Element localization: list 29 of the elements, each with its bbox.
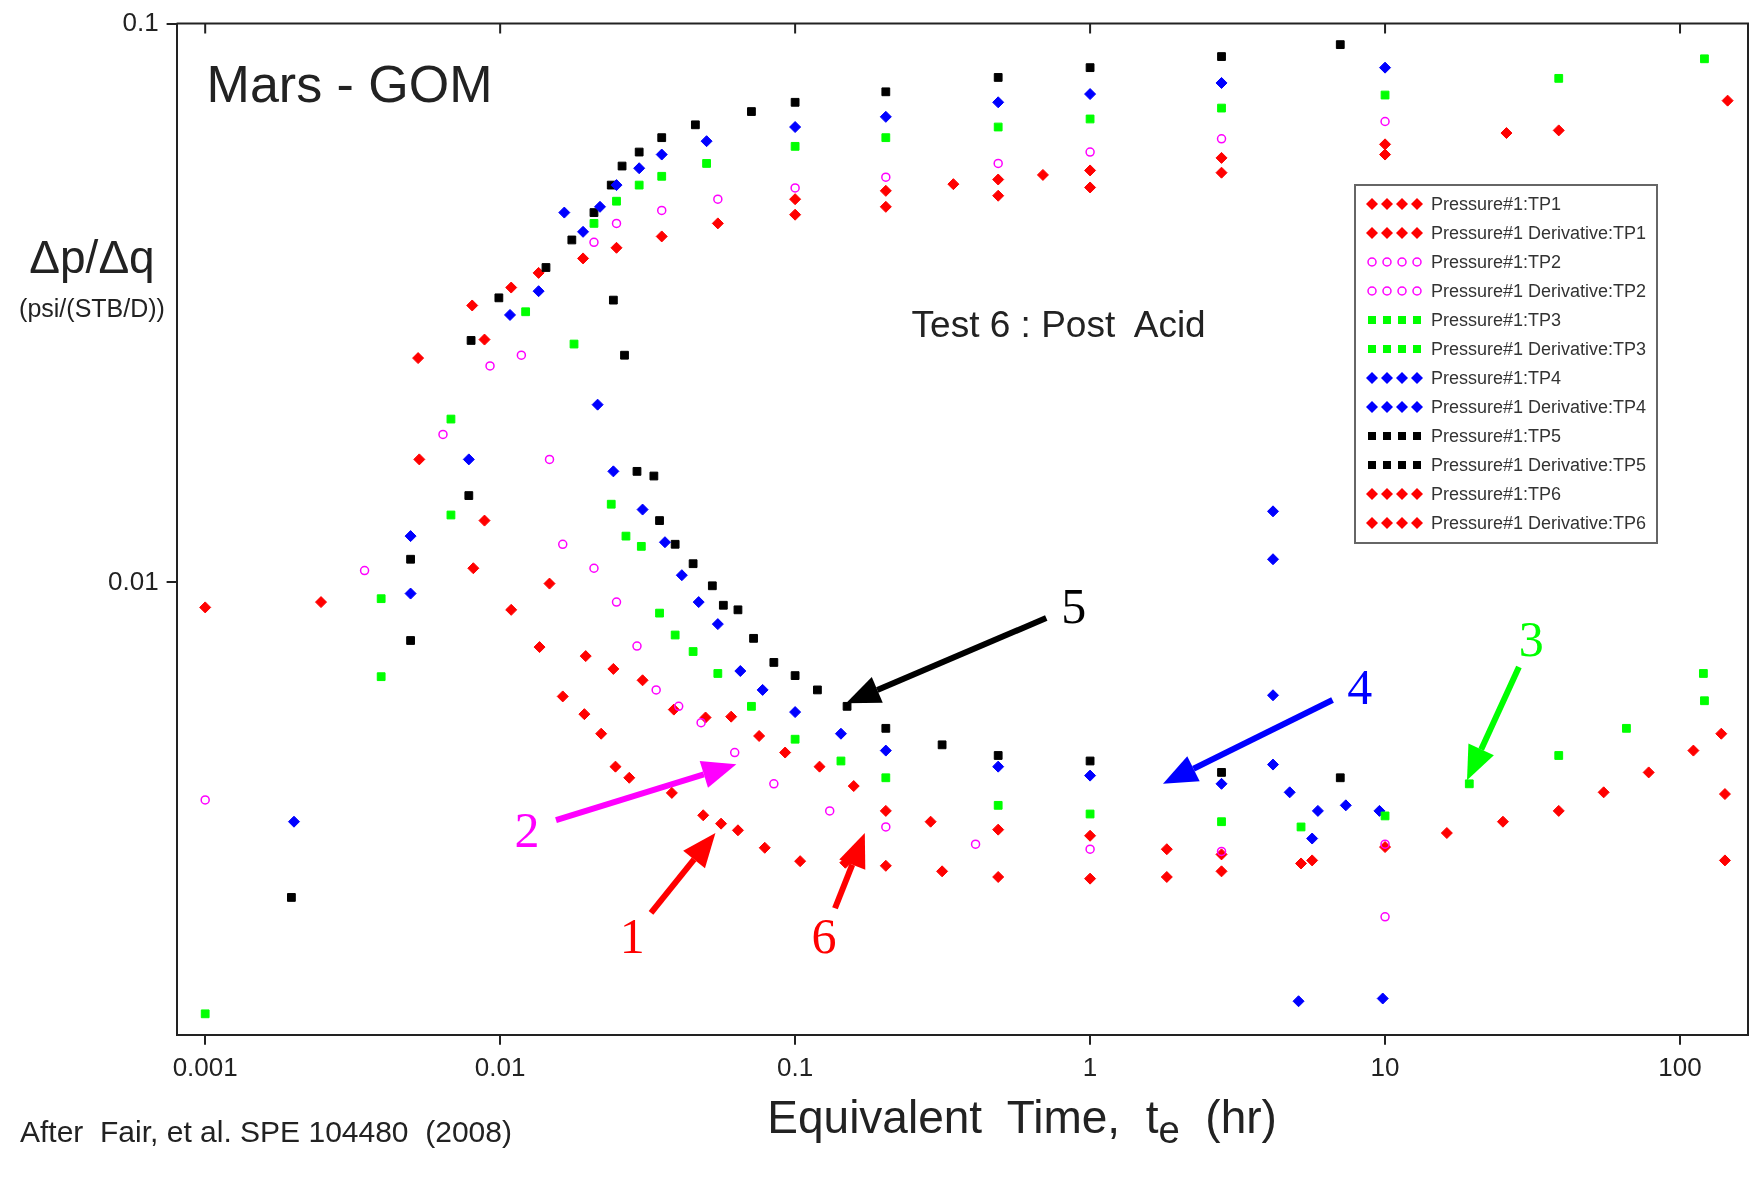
- annotation: 5: [1061, 578, 1087, 635]
- legend-label: Pressure#1 Derivative:TP1: [1431, 222, 1647, 244]
- x-axis-title: Equivalent Time, t$_{e}$ (hr): [767, 1089, 1277, 1152]
- annotation: 2: [514, 801, 540, 858]
- legend-label: Pressure#1:TP3: [1431, 309, 1562, 331]
- x-tick-label: 10: [1370, 1051, 1400, 1082]
- annotation: 6: [811, 907, 837, 964]
- legend-label: Pressure#1 Derivative:TP4: [1431, 396, 1647, 418]
- legend-label: Pressure#1 Derivative:TP5: [1431, 454, 1647, 476]
- legend-label: Pressure#1 Derivative:TP2: [1431, 280, 1647, 302]
- legend-label: Pressure#1:TP1: [1431, 193, 1562, 215]
- x-tick-label: 1: [1082, 1051, 1098, 1082]
- legend-label: Pressure#1:TP6: [1431, 483, 1562, 505]
- y-axis-title: Δp/Δq (psi/(STB/D)): [18, 230, 166, 323]
- legend-label: Pressure#1 Derivative:TP6: [1431, 512, 1647, 534]
- annotation: 3: [1518, 611, 1544, 668]
- x-tick-label: 0.001: [172, 1051, 238, 1082]
- x-tick-label: 0.01: [474, 1051, 526, 1082]
- annotation: 1: [619, 907, 645, 964]
- annotation: 4: [1347, 658, 1373, 715]
- legend-label: Pressure#1:TP5: [1431, 425, 1562, 447]
- annotation: Test 6 : Post Acid: [911, 303, 1206, 346]
- x-tick-label: 0.1: [777, 1051, 814, 1082]
- x-tick-label: 100: [1658, 1051, 1702, 1082]
- text: After Fair, et al. SPE 104480 (2008): [20, 1114, 512, 1149]
- legend-label: Pressure#1 Derivative:TP3: [1431, 338, 1647, 360]
- legend-label: Pressure#1:TP2: [1431, 251, 1562, 273]
- legend-label: Pressure#1:TP4: [1431, 367, 1562, 389]
- annotation: Mars - GOM: [206, 53, 493, 114]
